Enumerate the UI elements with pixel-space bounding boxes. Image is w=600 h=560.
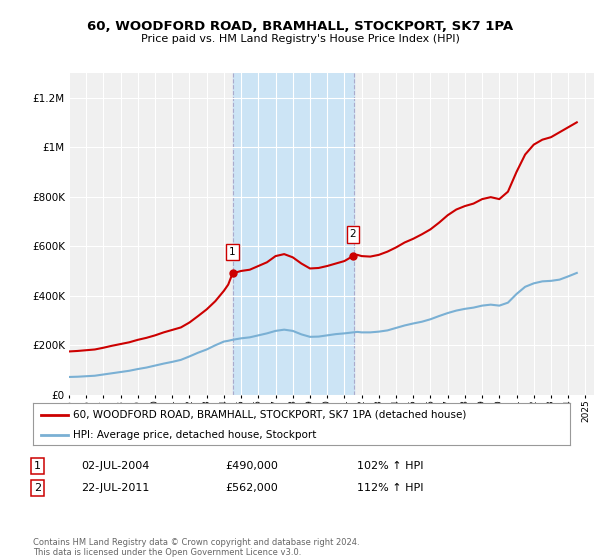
Text: 1: 1 (229, 248, 236, 258)
Text: 2: 2 (350, 230, 356, 240)
Bar (233, 73, 354, 395)
Text: 112% ↑ HPI: 112% ↑ HPI (357, 483, 424, 493)
Text: 02-JUL-2004: 02-JUL-2004 (81, 461, 149, 471)
Text: £490,000: £490,000 (225, 461, 278, 471)
Text: 22-JUL-2011: 22-JUL-2011 (81, 483, 149, 493)
Text: Price paid vs. HM Land Registry's House Price Index (HPI): Price paid vs. HM Land Registry's House … (140, 34, 460, 44)
Text: £562,000: £562,000 (225, 483, 278, 493)
Text: Contains HM Land Registry data © Crown copyright and database right 2024.
This d: Contains HM Land Registry data © Crown c… (33, 538, 359, 557)
Text: 1: 1 (34, 461, 41, 471)
Text: 2: 2 (34, 483, 41, 493)
Text: 102% ↑ HPI: 102% ↑ HPI (357, 461, 424, 471)
Text: 60, WOODFORD ROAD, BRAMHALL, STOCKPORT, SK7 1PA (detached house): 60, WOODFORD ROAD, BRAMHALL, STOCKPORT, … (73, 410, 467, 420)
Text: 60, WOODFORD ROAD, BRAMHALL, STOCKPORT, SK7 1PA: 60, WOODFORD ROAD, BRAMHALL, STOCKPORT, … (87, 20, 513, 32)
Text: HPI: Average price, detached house, Stockport: HPI: Average price, detached house, Stoc… (73, 430, 317, 440)
